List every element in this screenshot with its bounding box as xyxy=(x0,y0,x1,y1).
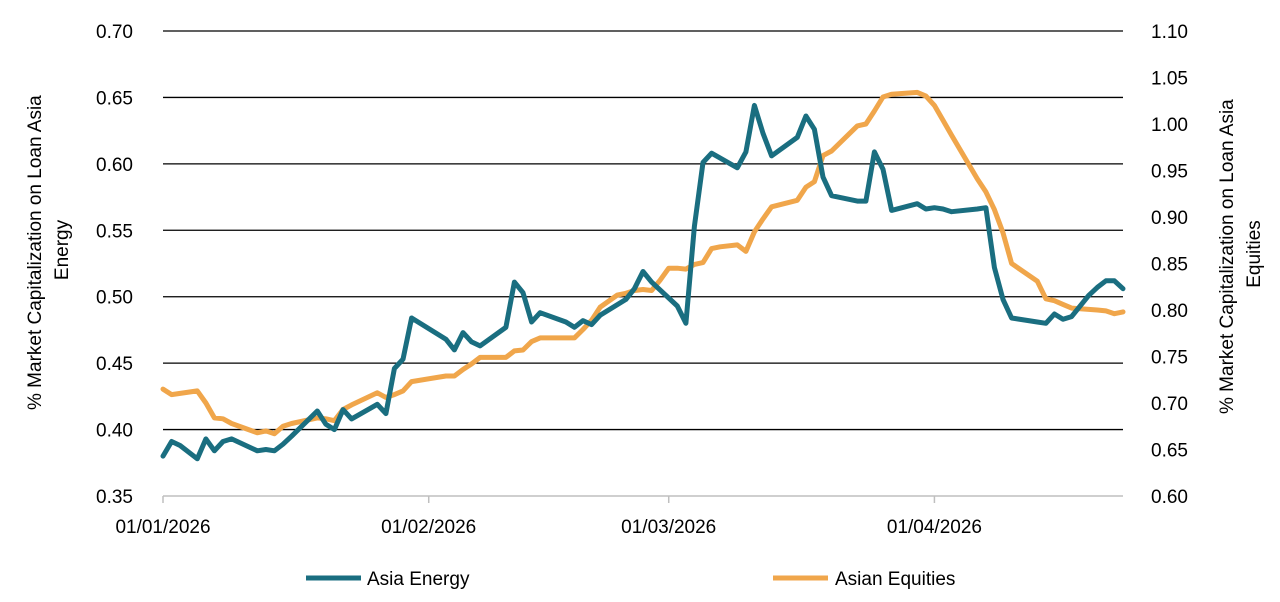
right-y-tick-label: 0.75 xyxy=(1151,348,1188,369)
left-y-tick-label: 0.40 xyxy=(96,421,133,442)
x-axis-ticks: 01/01/2026 01/02/2026 01/03/2026 01/04/2026 xyxy=(115,496,982,538)
x-tick-label: 01/01/2026 xyxy=(115,517,210,538)
left-y-tick-label: 0.35 xyxy=(96,487,133,508)
legend-item-asian-equities: Asian Equities xyxy=(773,569,955,590)
right-y-tick-label: 0.70 xyxy=(1151,394,1188,415)
right-y-tick-label: 1.10 xyxy=(1151,22,1188,43)
legend-item-asia-energy: Asia Energy xyxy=(306,569,470,590)
left-y-tick-label: 0.45 xyxy=(96,354,133,375)
right-y-tick-label: 1.05 xyxy=(1151,69,1188,90)
right-y-tick-label: 0.90 xyxy=(1151,208,1188,229)
right-y-axis-ticks: 0.60 0.65 0.70 0.75 0.80 0.85 0.90 0.95 1.00 1.05… xyxy=(1151,22,1188,508)
x-tick-label: 01/04/2026 xyxy=(887,517,982,538)
right-y-tick-label: 0.60 xyxy=(1151,487,1188,508)
left-y-tick-label: 0.50 xyxy=(96,288,133,309)
legend: Asia Energy Asian Equities xyxy=(306,569,955,590)
x-tick-label: 01/03/2026 xyxy=(621,517,716,538)
left-y-tick-label: 0.70 xyxy=(96,22,133,43)
left-y-tick-label: 0.60 xyxy=(96,155,133,176)
right-y-tick-label: 0.85 xyxy=(1151,255,1188,276)
right-y-tick-label: 0.95 xyxy=(1151,162,1188,183)
grid-lines xyxy=(163,30,1123,431)
x-tick-label: 01/02/2026 xyxy=(381,517,476,538)
left-y-tick-label: 0.65 xyxy=(96,88,133,109)
right-y-tick-label: 0.65 xyxy=(1151,441,1188,462)
series-group xyxy=(160,89,1126,462)
legend-label-asia-energy: Asia Energy xyxy=(367,569,470,590)
legend-label-asian-equities: Asian Equities xyxy=(835,569,955,590)
series-line-asia-energy xyxy=(160,102,1126,462)
left-y-axis-ticks: 0.35 0.40 0.45 0.50 0.55 0.60 0.65 0.70 xyxy=(96,22,133,508)
left-y-tick-label: 0.55 xyxy=(96,221,133,242)
right-y-axis-title: % Market Capitalization on Loan Asia Equ… xyxy=(1217,94,1265,414)
series-line-asian-equities xyxy=(160,89,1126,437)
right-y-tick-label: 1.00 xyxy=(1151,115,1188,136)
left-y-axis-title: % Market Capitalization on Loan Asia Ene… xyxy=(25,90,73,410)
right-y-tick-label: 0.80 xyxy=(1151,301,1188,322)
